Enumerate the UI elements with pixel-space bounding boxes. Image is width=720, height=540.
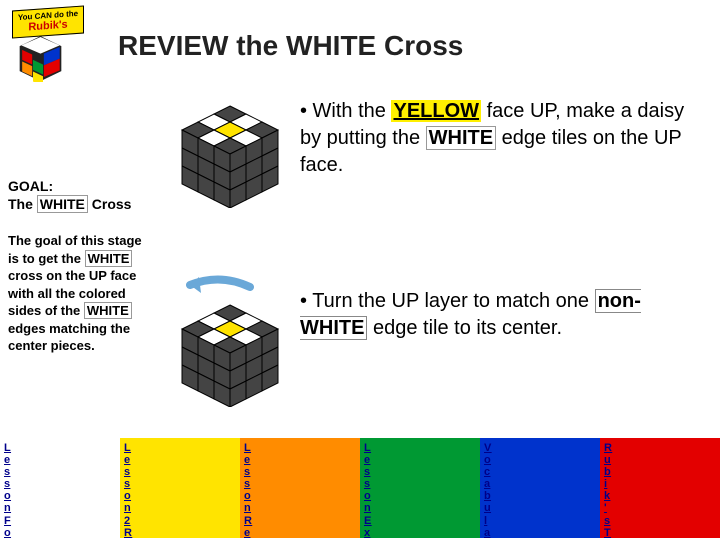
goal-body: The goal of this stage is to get the WHI… [8, 232, 148, 355]
cube-diagram-daisy [175, 98, 285, 208]
strip-char: s [244, 478, 356, 490]
bottom-strips: LessonFoLesson2RevLessonReLessonExtenVoc… [0, 438, 720, 538]
strip-char: F [4, 515, 116, 527]
strip-char: u [484, 502, 596, 514]
strip-char: e [244, 454, 356, 466]
strip-3[interactable]: LessonExten [360, 438, 480, 538]
strip-char: E [364, 515, 476, 527]
strip-char: b [484, 490, 596, 502]
strip-char: o [124, 490, 236, 502]
strip-char: n [4, 502, 116, 514]
strip-char: n [124, 502, 236, 514]
strip-char: i [604, 478, 716, 490]
strip-char: o [244, 490, 356, 502]
bullet1-white: WHITE [426, 126, 496, 150]
strip-char: T [604, 527, 716, 538]
strip-char: s [604, 515, 716, 527]
strip-char: a [484, 478, 596, 490]
rubiks-logo: You CAN do the Rubik's [8, 8, 88, 78]
bullet2-pre: • Turn the UP layer to match one [300, 290, 595, 312]
strip-char: o [4, 490, 116, 502]
strip-char: R [604, 442, 716, 454]
strip-char: s [4, 478, 116, 490]
strip-char: l [484, 515, 596, 527]
sidebar: GOAL: The WHITE Cross The goal of this s… [8, 178, 148, 355]
strip-char: L [124, 442, 236, 454]
strip-char: V [484, 442, 596, 454]
strip-char: e [4, 454, 116, 466]
goal-title: The WHITE Cross [8, 196, 148, 212]
header: You CAN do the Rubik's REVIEW the WHITE … [0, 0, 720, 78]
cube-svg-2 [175, 297, 285, 407]
strip-char: s [124, 466, 236, 478]
strip-char: s [244, 466, 356, 478]
strip-char: k [604, 490, 716, 502]
goal-body-hl1: WHITE [85, 250, 133, 267]
cube-icon [18, 32, 68, 82]
goal-body-hl2: WHITE [84, 302, 132, 319]
goal-title-post: Cross [88, 196, 132, 212]
cube-svg-1 [175, 98, 285, 208]
strip-char: 2 [124, 515, 236, 527]
page-title: REVIEW the WHITE Cross [118, 30, 463, 62]
strip-char: n [244, 502, 356, 514]
strip-4[interactable]: Vocabula [480, 438, 600, 538]
strip-char: e [244, 527, 356, 538]
strip-char: s [364, 466, 476, 478]
strip-char: e [364, 454, 476, 466]
strip-char: L [364, 442, 476, 454]
bullet2-post: edge tile to its center. [367, 317, 562, 339]
goal-label: GOAL: [8, 178, 148, 194]
bullet-daisy: • With the YELLOW face UP, make a daisy … [300, 98, 700, 179]
strip-char: R [124, 527, 236, 538]
strip-char: o [484, 454, 596, 466]
strip-char: u [604, 454, 716, 466]
strip-char: L [244, 442, 356, 454]
strip-5[interactable]: Rubik'sTr [600, 438, 720, 538]
strip-char: R [244, 515, 356, 527]
strip-char: c [484, 466, 596, 478]
strip-0[interactable]: LessonFo [0, 438, 120, 538]
strip-char: a [484, 527, 596, 538]
strip-char: s [4, 466, 116, 478]
strip-1[interactable]: Lesson2Rev [120, 438, 240, 538]
strip-2[interactable]: LessonRe [240, 438, 360, 538]
strip-char: s [124, 478, 236, 490]
bullet1-pre: • With the [300, 100, 391, 122]
strip-char: ' [604, 502, 716, 514]
goal-title-highlight: WHITE [37, 195, 88, 213]
goal-body-e: edges matching the center pieces. [8, 321, 130, 354]
strip-char: n [364, 502, 476, 514]
strip-char: b [604, 466, 716, 478]
bullet1-yellow: YELLOW [391, 100, 481, 122]
rotate-arrow-icon [175, 275, 265, 299]
goal-title-pre: The [8, 196, 37, 212]
strip-char: o [4, 527, 116, 538]
strip-char: e [124, 454, 236, 466]
content: GOAL: The WHITE Cross The goal of this s… [0, 78, 720, 538]
strip-char: L [4, 442, 116, 454]
strip-char: o [364, 490, 476, 502]
bullet-turn-layer: • Turn the UP layer to match one non-WHI… [300, 288, 700, 342]
cube-diagram-turn [175, 283, 285, 403]
strip-char: x [364, 527, 476, 538]
strip-char: s [364, 478, 476, 490]
